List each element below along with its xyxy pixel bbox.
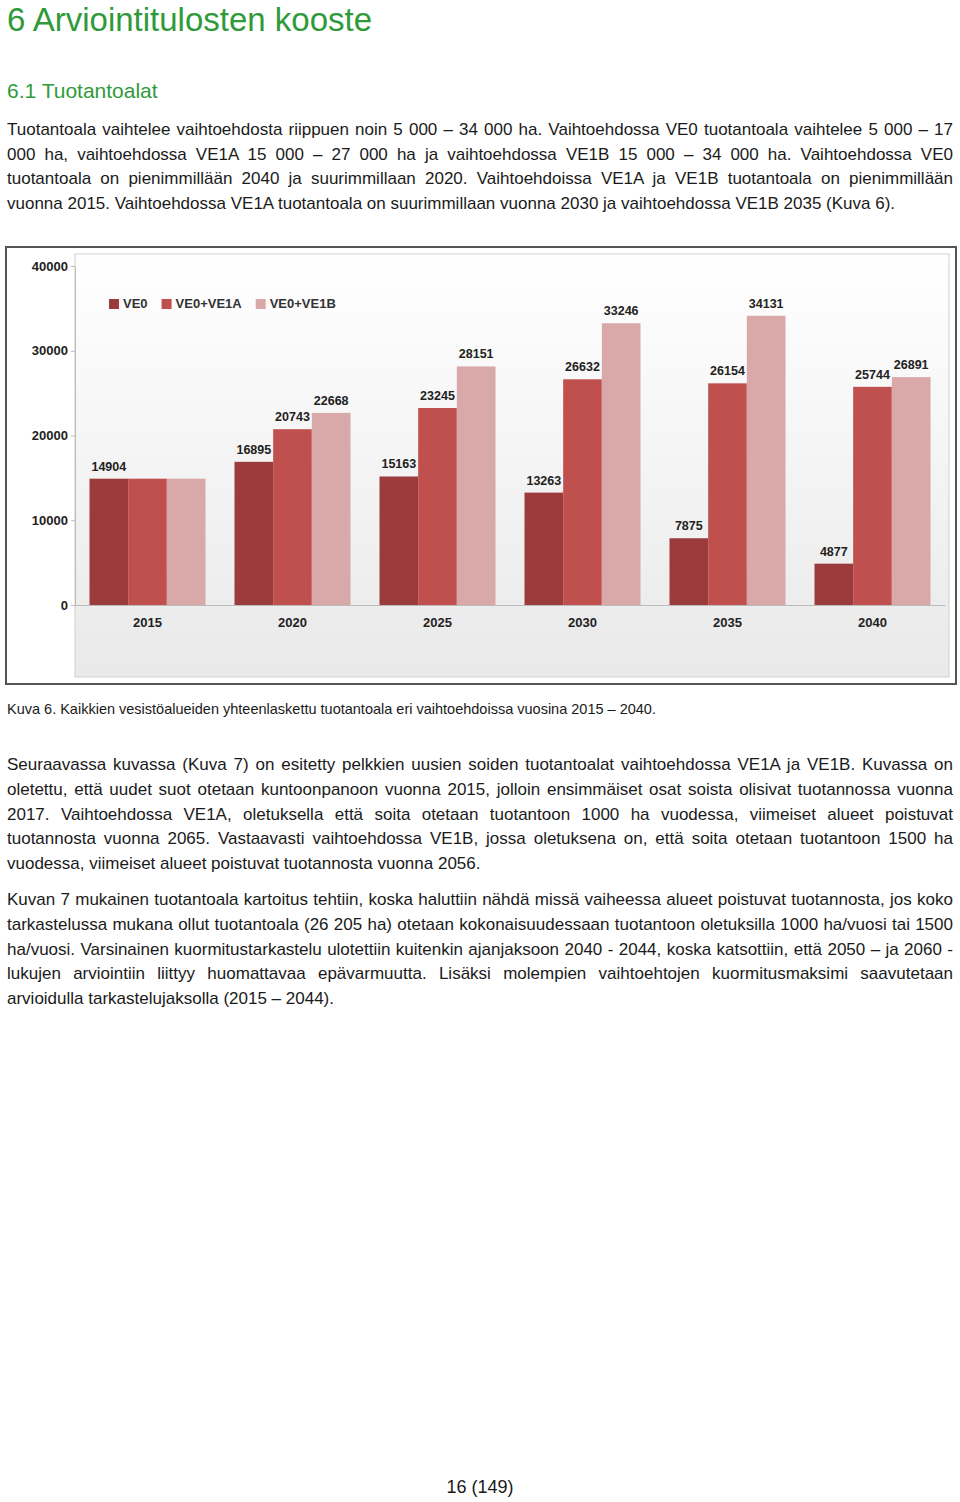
x-tick-label: 2020	[278, 616, 307, 631]
data-label: 28151	[459, 348, 494, 362]
x-tick-label: 2035	[713, 616, 742, 631]
legend-label: VE0	[123, 296, 148, 311]
data-label: 26154	[710, 365, 745, 379]
page: 6 Arviointitulosten kooste 6.1 Tuotantoal…	[7, 0, 953, 1011]
x-axis: 2015 2020 2025 2030 2035 2040	[76, 605, 946, 630]
y-tick: 20000	[32, 429, 75, 444]
y-tick-label: 20000	[32, 429, 68, 444]
bar	[235, 462, 274, 605]
y-axis: 0 10000 20000 30000 40000	[32, 259, 76, 613]
bar	[815, 564, 854, 605]
y-tick: 10000	[32, 513, 75, 528]
x-tick-label: 2030	[568, 616, 597, 631]
y-tick: 30000	[32, 344, 75, 359]
bar	[747, 316, 786, 605]
data-label: 33246	[604, 305, 639, 319]
legend-swatch	[162, 299, 172, 309]
data-label: 25744	[855, 368, 890, 382]
page-number: 16 (149)	[0, 1477, 960, 1498]
bars	[90, 316, 931, 605]
y-tick-label: 0	[61, 598, 68, 613]
data-label: 23245	[420, 389, 455, 403]
chart: 0 10000 20000 30000 40000 2015 2020 2025 2030 203…	[7, 248, 955, 683]
data-label: 26891	[894, 358, 929, 372]
data-label: 22668	[314, 394, 349, 408]
x-tick-label: 2040	[858, 616, 887, 631]
plot-background	[75, 254, 949, 677]
legend-label: VE0+VE1B	[270, 296, 336, 311]
data-label: 7875	[675, 520, 703, 534]
x-tick: 2035	[713, 605, 742, 630]
bar	[892, 377, 931, 605]
x-tick: 2025	[423, 605, 452, 630]
bar	[708, 384, 747, 606]
section-heading: 6.1 Tuotantoalat	[7, 76, 953, 106]
bar	[457, 367, 496, 606]
bar	[670, 539, 709, 606]
data-label: 13263	[526, 474, 561, 488]
y-tick-mark	[71, 436, 75, 437]
y-axis-line	[71, 267, 76, 606]
legend-label: VE0+VE1A	[176, 296, 243, 311]
x-tick: 2015	[133, 605, 162, 630]
data-label: 20743	[275, 411, 310, 425]
y-tick-mark	[71, 351, 75, 352]
bar	[273, 430, 312, 606]
y-tick-label: 30000	[32, 344, 68, 359]
x-tick: 2020	[278, 605, 307, 630]
bar	[167, 479, 206, 605]
bar	[853, 387, 892, 605]
paragraph: Seuraavassa kuvassa (Kuva 7) on esitetty…	[7, 753, 953, 876]
data-labels: 14904 16895 15163 13263 7875 4877 20743 23245 26…	[91, 297, 928, 559]
x-axis-line	[76, 605, 946, 606]
y-tick-mark	[71, 605, 75, 606]
x-tick-label: 2025	[423, 616, 452, 631]
data-label: 4877	[820, 545, 848, 559]
y-tick-label: 40000	[32, 259, 68, 274]
paragraph: Kuvan 7 mukainen tuotantoala kartoitus t…	[7, 888, 953, 1011]
bar	[312, 413, 351, 605]
data-label: 16895	[236, 443, 271, 457]
caption: Kuva 6. Kaikkien vesistöalueiden yhteenl…	[7, 699, 953, 719]
data-label: 26632	[565, 361, 600, 375]
bar	[418, 408, 457, 605]
y-tick-label: 10000	[32, 513, 68, 528]
legend: VE0 VE0+VE1A VE0+VE1B	[109, 296, 336, 311]
y-tick: 40000	[32, 259, 75, 274]
x-tick-label: 2015	[133, 616, 162, 631]
data-label: 34131	[749, 297, 784, 311]
legend-swatch	[109, 299, 119, 309]
bar	[563, 380, 602, 606]
x-tick: 2030	[568, 605, 597, 630]
bar	[602, 324, 641, 606]
y-tick-mark	[71, 521, 75, 522]
legend-swatch	[256, 299, 266, 309]
chart-frame: 0 10000 20000 30000 40000 2015 2020 2025 2030 203…	[5, 246, 957, 685]
heading: 6 Arviointitulosten kooste	[7, 0, 953, 40]
bar	[525, 493, 564, 605]
paragraph: Tuotantoala vaihtelee vaihtoehdosta riip…	[7, 118, 953, 216]
bar	[90, 479, 129, 605]
bar	[128, 479, 167, 605]
x-tick: 2040	[858, 605, 887, 630]
data-label: 15163	[381, 458, 416, 472]
data-label: 14904	[91, 460, 126, 474]
y-tick-mark	[71, 266, 75, 267]
y-tick: 0	[61, 598, 75, 613]
bar	[380, 477, 419, 606]
